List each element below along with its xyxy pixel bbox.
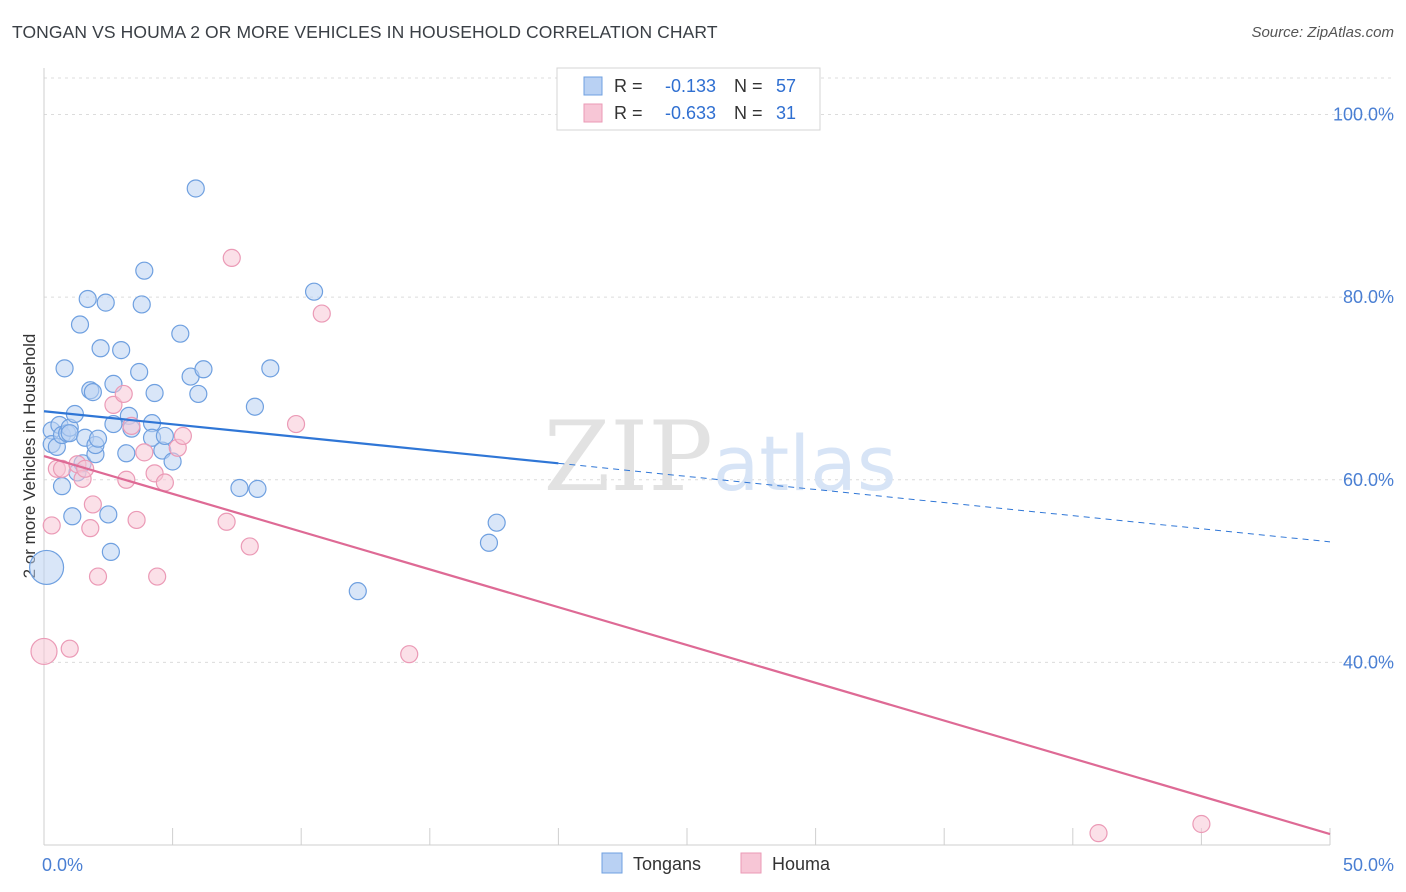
y-tick-label-0: 100.0% [1333, 105, 1394, 125]
tongans-point-9 [60, 424, 79, 443]
source-label: Source: ZipAtlas.com [1251, 24, 1394, 41]
stats-legend-r-label-0: R = [614, 76, 643, 96]
tongans-point-33 [132, 295, 151, 314]
houma-point-14 [127, 510, 146, 530]
houma-point-27 [1089, 824, 1108, 843]
houma-point-21 [217, 512, 236, 531]
watermark: ZIPatlas [544, 401, 897, 513]
tongans-point-32 [130, 362, 149, 382]
houma-point-23 [240, 537, 259, 556]
stats-legend-r-value-1: -0.633 [665, 103, 716, 123]
tongans-point-18 [83, 383, 102, 402]
tongans-point-34 [135, 261, 154, 280]
houma-point-3 [60, 639, 79, 658]
houma-point-9 [88, 567, 108, 586]
tongans-point-29 [117, 444, 136, 463]
tongans-point-44 [189, 384, 208, 404]
stats-legend-r-value-0: -0.133 [665, 76, 716, 96]
tongans-point-28 [112, 341, 131, 360]
houma-point-18 [155, 473, 174, 492]
houma-point-17 [148, 567, 167, 586]
tongans-point-49 [261, 359, 280, 378]
series-legend: Tongans Houma [601, 852, 831, 874]
stats-legend: R = -0.133 N = 57 R = -0.633 N = 31 [556, 67, 821, 131]
series-legend-label-0: Tongans [633, 854, 701, 874]
tongans-point-50 [304, 282, 324, 301]
tongans-point-46 [230, 478, 249, 498]
houma-point-0 [42, 516, 61, 535]
tongans-point-51 [348, 582, 367, 601]
chart-title: TONGAN VS HOUMA 2 OR MORE VEHICLES IN HO… [12, 22, 718, 42]
houma-point-20 [173, 426, 192, 446]
houma-point-11 [114, 384, 133, 404]
tongans-point-23 [96, 293, 115, 312]
tongans-point-21 [88, 429, 108, 448]
tongans-trendline-extension [558, 462, 1331, 543]
houma-point-15 [135, 443, 154, 462]
tongans-point-48 [248, 479, 267, 498]
y-tick-label-1: 80.0% [1343, 287, 1394, 307]
tongans-point-52 [479, 533, 499, 552]
tongans-point-54 [28, 549, 65, 586]
tongans-point-22 [91, 339, 110, 358]
series-houma-points [30, 248, 1211, 843]
tongans-point-13 [70, 315, 90, 334]
watermark-atlas: atlas [713, 419, 897, 508]
y-tick-label-2: 60.0% [1343, 470, 1394, 490]
tongans-point-37 [145, 383, 164, 403]
tongans-point-43 [186, 179, 205, 198]
tongans-trendline [43, 410, 559, 465]
tongans-point-25 [101, 542, 120, 561]
houma-point-24 [286, 414, 306, 434]
tongans-point-53 [487, 513, 506, 532]
series-legend-swatch-1 [740, 852, 762, 874]
houma-trendline [43, 454, 1331, 836]
tongans-point-47 [245, 397, 265, 416]
series-legend-swatch-0 [601, 852, 623, 874]
stats-legend-swatch-0 [583, 76, 603, 96]
houma-point-26 [400, 645, 419, 664]
watermark-zip: ZIP [544, 401, 713, 513]
stats-legend-n-label-1: N = [734, 103, 763, 123]
tongans-point-39 [155, 426, 174, 446]
x-tick-label-1: 50.0% [1343, 855, 1394, 875]
tongans-point-41 [171, 324, 190, 343]
houma-point-22 [222, 248, 241, 267]
tongans-point-4 [52, 477, 72, 496]
tongans-point-10 [63, 507, 82, 526]
series-legend-label-1: Houma [772, 854, 831, 874]
stats-legend-n-value-1: 31 [776, 103, 796, 123]
houma-point-25 [312, 304, 331, 323]
houma-point-28 [1192, 814, 1211, 834]
stats-legend-swatch-1 [583, 103, 603, 123]
y-tick-label-3: 40.0% [1343, 652, 1394, 672]
houma-point-8 [83, 495, 102, 514]
tongans-point-6 [55, 359, 74, 378]
tongans-point-45 [194, 360, 213, 379]
tongans-point-24 [99, 505, 118, 524]
series-tongans-points [28, 179, 506, 601]
stats-legend-n-label-0: N = [734, 76, 763, 96]
houma-point-7 [81, 519, 100, 538]
stats-legend-r-label-1: R = [614, 103, 643, 123]
houma-point-29 [30, 637, 58, 666]
tongans-point-16 [78, 289, 97, 309]
stats-legend-n-value-0: 57 [776, 76, 796, 96]
x-tick-label-0: 0.0% [42, 855, 83, 875]
